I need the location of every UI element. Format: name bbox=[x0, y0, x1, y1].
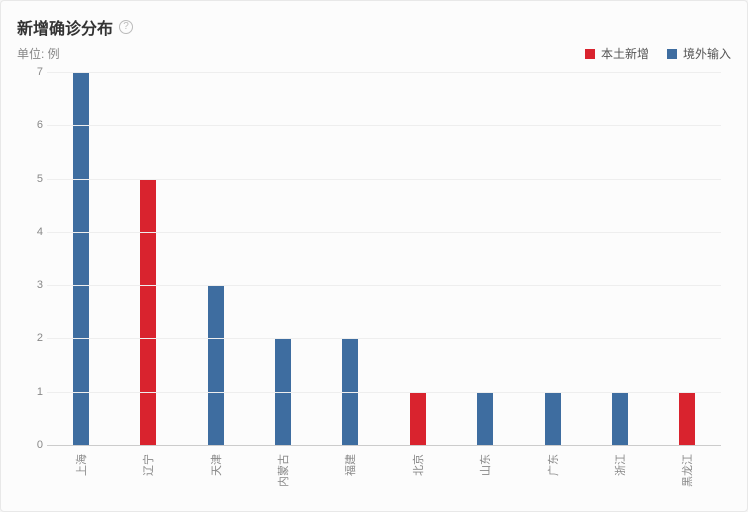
legend-item-imported[interactable]: 境外输入 bbox=[667, 45, 731, 62]
x-label-slot: 北京 bbox=[384, 448, 451, 494]
plot-area: 01234567 bbox=[47, 72, 721, 446]
y-axis-label: 1 bbox=[25, 386, 43, 398]
y-axis-label: 7 bbox=[25, 66, 43, 78]
x-axis-label: 辽宁 bbox=[140, 454, 156, 476]
y-axis-label: 5 bbox=[25, 173, 43, 185]
x-label-slot: 内蒙古 bbox=[249, 448, 316, 494]
chart-area: 01234567 上海辽宁天津内蒙古福建北京山东广东浙江黑龙江 bbox=[17, 66, 731, 494]
x-axis-label: 广东 bbox=[545, 454, 561, 476]
gridline bbox=[47, 232, 721, 233]
help-icon[interactable]: ? bbox=[119, 20, 133, 34]
bar-slot bbox=[182, 72, 249, 445]
bar-slot bbox=[384, 72, 451, 445]
bar[interactable] bbox=[73, 72, 89, 445]
bar-slot bbox=[654, 72, 721, 445]
bar[interactable] bbox=[208, 285, 224, 445]
y-axis-label: 6 bbox=[25, 119, 43, 131]
x-axis-label: 福建 bbox=[342, 454, 358, 476]
chart-subtitle: 单位: 例 bbox=[17, 45, 60, 62]
gridline bbox=[47, 179, 721, 180]
x-label-slot: 辽宁 bbox=[114, 448, 181, 494]
x-axis-label: 山东 bbox=[477, 454, 493, 476]
x-axis-labels: 上海 辽宁 天津 内蒙古 福建 北京 山东 广东 浙江 黑龙江 bbox=[47, 448, 721, 494]
bar[interactable] bbox=[410, 392, 426, 445]
x-label-slot: 天津 bbox=[182, 448, 249, 494]
gridline bbox=[47, 125, 721, 126]
x-label-slot: 黑龙江 bbox=[654, 448, 721, 494]
legend-swatch-imported bbox=[667, 49, 677, 59]
x-label-slot: 山东 bbox=[451, 448, 518, 494]
x-label-slot: 广东 bbox=[519, 448, 586, 494]
bar-slot bbox=[114, 72, 181, 445]
x-axis-label: 黑龙江 bbox=[679, 454, 695, 487]
gridline bbox=[47, 72, 721, 73]
gridline bbox=[47, 285, 721, 286]
bar-slot bbox=[586, 72, 653, 445]
x-axis-label: 内蒙古 bbox=[275, 454, 291, 487]
x-label-slot: 浙江 bbox=[586, 448, 653, 494]
x-label-slot: 上海 bbox=[47, 448, 114, 494]
legend-item-local[interactable]: 本土新增 bbox=[585, 45, 649, 62]
bar-slot bbox=[519, 72, 586, 445]
bar[interactable] bbox=[545, 392, 561, 445]
x-axis-label: 北京 bbox=[410, 454, 426, 476]
y-axis-label: 2 bbox=[25, 332, 43, 344]
y-axis-label: 4 bbox=[25, 226, 43, 238]
y-axis-label: 3 bbox=[25, 279, 43, 291]
sub-row: 单位: 例 本土新增 境外输入 bbox=[17, 45, 731, 62]
legend: 本土新增 境外输入 bbox=[585, 45, 731, 62]
bar[interactable] bbox=[140, 179, 156, 445]
bar[interactable] bbox=[477, 392, 493, 445]
legend-label-imported: 境外输入 bbox=[683, 45, 731, 62]
bar-slot bbox=[317, 72, 384, 445]
legend-swatch-local bbox=[585, 49, 595, 59]
bars-container bbox=[47, 72, 721, 445]
bar-slot bbox=[451, 72, 518, 445]
y-axis-label: 0 bbox=[25, 439, 43, 451]
legend-label-local: 本土新增 bbox=[601, 45, 649, 62]
title-row: 新增确诊分布 ? bbox=[17, 15, 731, 39]
bar-slot bbox=[47, 72, 114, 445]
x-axis-label: 浙江 bbox=[612, 454, 628, 476]
x-axis-label: 上海 bbox=[73, 454, 89, 476]
bar[interactable] bbox=[679, 392, 695, 445]
gridline bbox=[47, 392, 721, 393]
x-label-slot: 福建 bbox=[317, 448, 384, 494]
bar-slot bbox=[249, 72, 316, 445]
x-axis-label: 天津 bbox=[208, 454, 224, 476]
bar[interactable] bbox=[612, 392, 628, 445]
gridline bbox=[47, 338, 721, 339]
chart-card: 新增确诊分布 ? 单位: 例 本土新增 境外输入 01234567 上海辽宁天津… bbox=[0, 0, 748, 512]
chart-title: 新增确诊分布 bbox=[17, 15, 113, 39]
